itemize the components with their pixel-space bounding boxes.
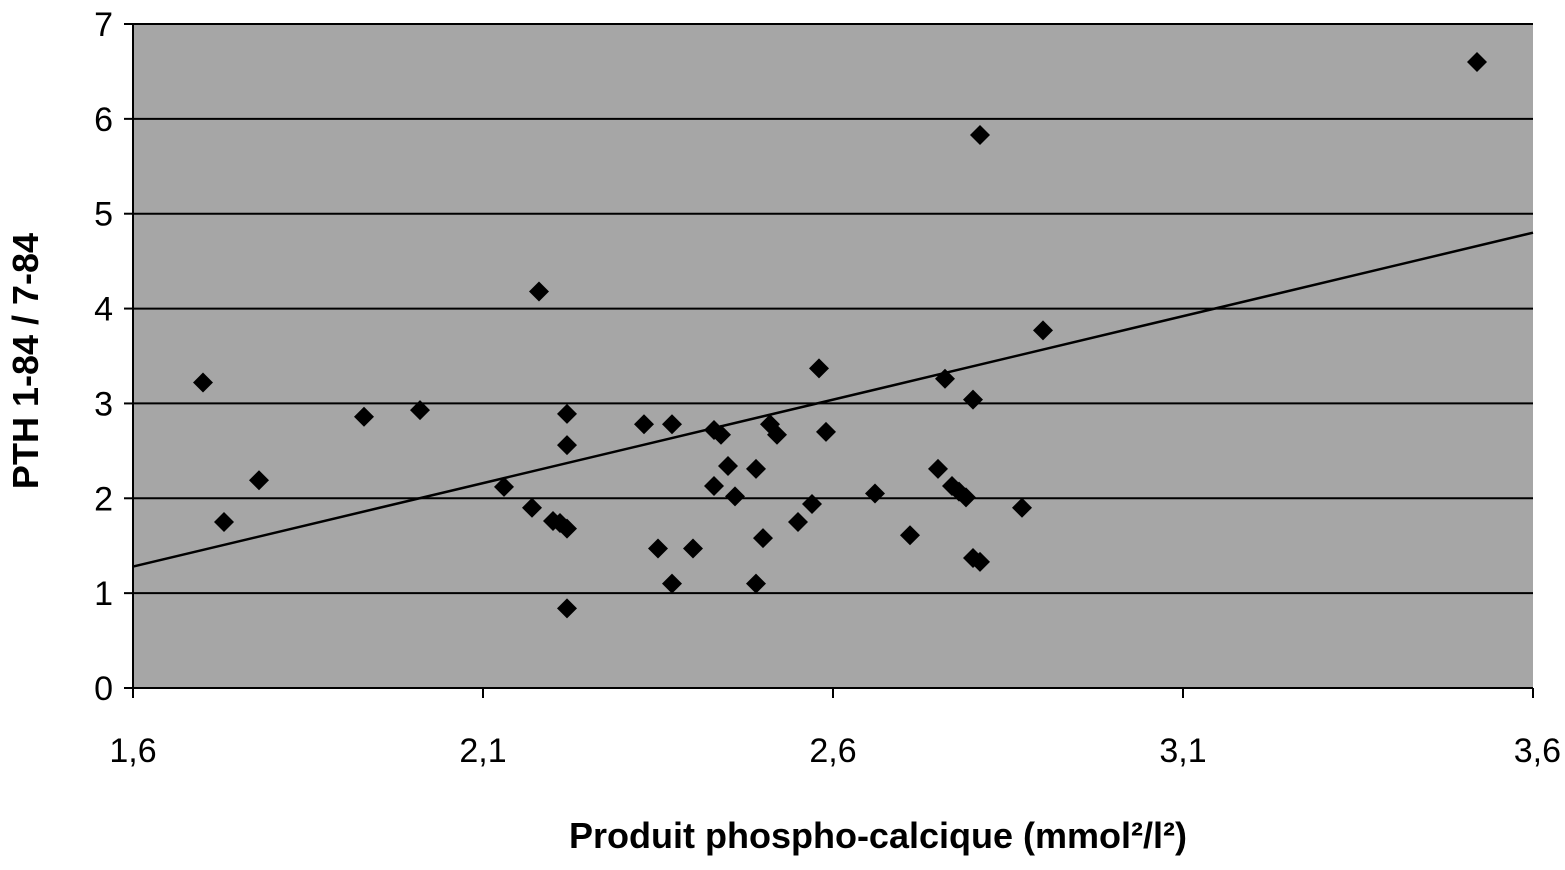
axes [124,23,1534,698]
y-tick-label: 1 [94,575,113,613]
data-point [935,368,955,389]
data-point [704,475,724,496]
data-point [809,358,829,379]
x-tick-label: 3,6 [1514,732,1561,770]
y-axis-title: PTH 1-84 / 7-84 [5,233,46,489]
data-point [970,551,990,572]
data-point [214,512,234,532]
x-tick-label: 3,1 [1159,732,1206,770]
data-point [557,403,577,424]
x-tick-label: 1,6 [109,732,156,770]
data-point [711,424,731,445]
data-point [494,476,514,497]
data-point [963,389,983,410]
data-point [900,525,920,546]
data-point [648,538,668,559]
data-point [928,458,948,479]
data-point [725,486,745,507]
tick-labels: 0 1 2 3 4 5 6 7 1,6 2,1 2,6 3,1 3,6 [94,6,1561,770]
y-tick-label: 6 [94,101,113,139]
trendline [132,231,1534,568]
y-tick-label: 5 [94,196,113,234]
data-point [767,424,787,445]
data-point [816,421,836,442]
data-points [193,51,1487,619]
data-point [1033,320,1053,341]
data-point [557,598,577,619]
x-tick-label: 2,1 [459,732,506,770]
data-point [802,493,822,514]
y-tick-label: 3 [94,385,113,423]
data-point [634,414,654,435]
y-tick-label: 0 [94,670,113,708]
data-point [193,372,213,393]
data-point [522,497,542,518]
data-point [970,124,990,145]
data-point [529,281,549,302]
data-point [788,512,808,532]
data-point [662,573,682,594]
data-point [557,518,577,539]
data-point [1467,51,1487,72]
data-point [753,528,773,549]
data-point [865,483,885,504]
gridlines [133,23,1533,595]
y-tick-label: 7 [94,6,113,44]
data-point [956,487,976,508]
x-axis-title: Produit phospho-calcique (mmol²/l²) [569,815,1187,856]
data-point [410,400,430,421]
data-point [557,435,577,456]
data-point [1012,497,1032,518]
y-tick-label: 2 [94,480,113,518]
data-point [718,456,738,477]
data-point [662,414,682,435]
data-point [683,538,703,559]
plot-area [133,24,1533,688]
data-point [249,470,269,491]
data-point [746,573,766,594]
trendline-layer [132,231,1534,568]
x-tick-label: 2,6 [809,732,856,770]
data-point [354,406,374,427]
data-point [746,458,766,479]
y-tick-label: 4 [94,291,113,329]
